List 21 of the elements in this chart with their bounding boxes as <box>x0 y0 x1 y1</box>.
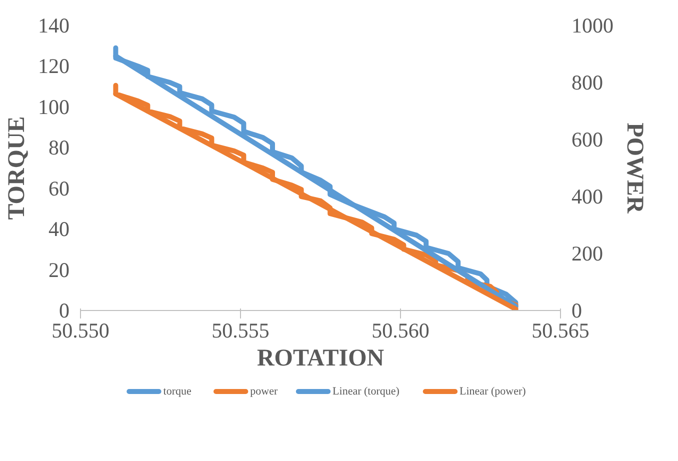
x-tick-label: 50.560 <box>372 318 430 342</box>
y-tick-label: 20 <box>48 258 70 282</box>
y-tick-label: 80 <box>48 136 70 160</box>
legend-label: Linear (power) <box>460 386 526 398</box>
x-axis-title: ROTATION <box>256 346 385 372</box>
legend-label: power <box>250 386 278 398</box>
y2-tick-label: 600 <box>572 128 603 152</box>
y-tick-label: 140 <box>38 14 70 38</box>
y2-tick-label: 1000 <box>572 14 614 38</box>
x-tick-label: 50.555 <box>212 318 270 342</box>
y2-tick-label: 200 <box>572 242 603 266</box>
y2-tick-label: 800 <box>572 70 603 94</box>
legend-label: Linear (torque) <box>332 386 400 398</box>
legend-label: torque <box>163 386 192 398</box>
y-tick-label: 40 <box>48 217 70 242</box>
y-axis-title: TORQUE <box>4 116 30 220</box>
y-tick-label: 120 <box>38 54 70 78</box>
y-tick-label: 60 <box>48 176 70 200</box>
y2-axis-title: POWER <box>622 122 648 214</box>
y2-tick-label: 400 <box>572 184 603 208</box>
y-tick-label: 100 <box>38 94 70 119</box>
